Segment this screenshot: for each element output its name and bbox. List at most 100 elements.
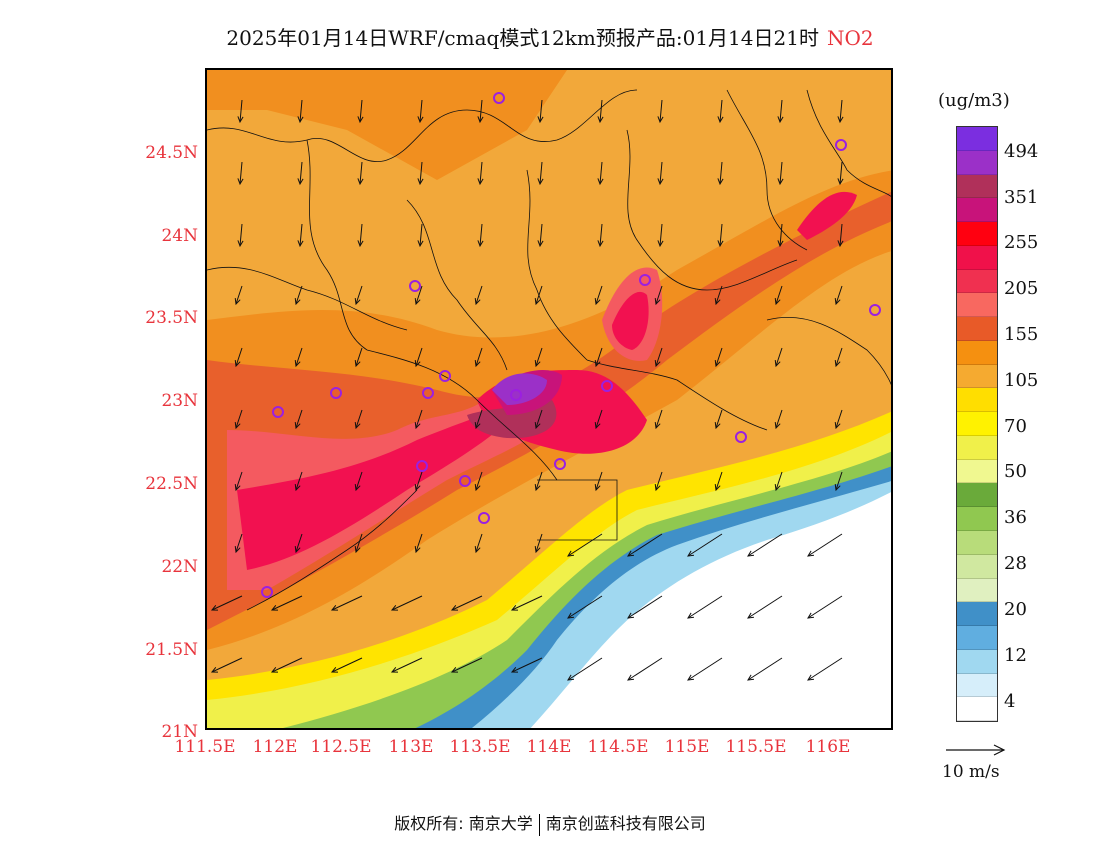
wind-vector-head <box>597 240 604 248</box>
colorbar-segment <box>957 127 997 151</box>
wind-vector <box>595 285 603 305</box>
wind-vector-head <box>237 178 244 186</box>
wind-vector <box>475 409 483 429</box>
lon-label-112e: 112E <box>252 737 298 757</box>
colorbar-segment <box>957 507 997 532</box>
wind-vector <box>535 409 543 429</box>
wind-vector <box>355 533 363 553</box>
wind-vector <box>715 471 723 491</box>
wind-vector <box>687 533 723 557</box>
wind-vector <box>595 471 603 491</box>
wind-vector-head <box>597 178 604 186</box>
title-text: 2025年01月14日WRF/cmaq模式12km预报产品:01月14日21时 <box>226 26 819 50</box>
colorbar-label-255: 255 <box>1004 232 1039 253</box>
wind-vector-head <box>747 550 755 557</box>
wind-vector <box>331 595 363 611</box>
wind-vector-head <box>567 612 575 619</box>
wind-vector-head <box>747 674 755 681</box>
wind-vector-head <box>210 667 219 673</box>
wind-vector <box>779 99 783 123</box>
wind-vector <box>835 285 843 305</box>
wind-vector-head <box>567 550 575 557</box>
wind-vector <box>655 347 663 367</box>
admin-boundaries <box>207 89 891 611</box>
wind-vector-head <box>837 240 844 248</box>
wind-vector-head <box>297 116 304 124</box>
lat-label-23n: 23N <box>161 391 198 411</box>
wind-vector-head <box>474 297 481 306</box>
wind-vector <box>719 99 723 123</box>
wind-vector <box>535 471 543 491</box>
wind-vector <box>775 409 783 429</box>
wind-vector-head <box>357 240 364 248</box>
colorbar-label-20: 20 <box>1004 599 1027 620</box>
wind-vector <box>807 657 843 681</box>
footer-separator <box>538 813 540 836</box>
wind-vector <box>355 409 363 429</box>
wind-vector <box>715 347 723 367</box>
wind-vector-head <box>477 240 484 248</box>
wind-vector-head <box>807 674 815 681</box>
wind-vector <box>687 657 723 681</box>
colorbar-segment <box>957 412 997 436</box>
wind-vector <box>295 471 303 491</box>
wind-vector <box>775 347 783 367</box>
wind-vector-head <box>294 359 301 368</box>
wind-vector <box>659 223 663 247</box>
wind-vector-head <box>474 545 481 554</box>
colorbar-label-70: 70 <box>1004 416 1027 437</box>
wind-vector-head <box>654 359 661 368</box>
wind-vector <box>419 161 423 185</box>
wind-vector <box>475 285 483 305</box>
wind-vector-head <box>357 178 364 186</box>
wind-vector <box>479 99 483 123</box>
wind-vector-head <box>714 297 721 306</box>
wind-vector-head <box>654 421 661 430</box>
wind-vector-head <box>237 240 244 248</box>
wind-vector <box>719 223 723 247</box>
wind-vector-head <box>354 421 361 430</box>
wind-vector <box>451 657 483 673</box>
wind-vector-head <box>534 359 541 368</box>
wind-vector <box>567 533 603 557</box>
wind-vector-head <box>777 178 784 186</box>
wind-vector <box>535 533 543 553</box>
wind-vector-head <box>774 297 781 306</box>
wind-vector <box>775 285 783 305</box>
wind-vector <box>599 99 603 123</box>
wind-vector <box>475 347 483 367</box>
wind-vector-head <box>234 297 241 306</box>
colorbar-segment <box>957 673 997 698</box>
wind-vector <box>627 595 663 619</box>
wind-vector <box>779 223 783 247</box>
colorbar-segment <box>957 483 997 508</box>
wind-vector-head <box>657 240 664 248</box>
wind-vector <box>511 657 543 673</box>
wind-vector-head <box>330 667 339 673</box>
colorbar-segment <box>957 388 997 413</box>
lat-label-21-5n: 21.5N <box>145 640 198 660</box>
wind-vector <box>687 595 723 619</box>
wind-vector-head <box>390 667 399 673</box>
wind-vector <box>539 161 543 185</box>
wind-vector-head <box>234 359 241 368</box>
wind-vector <box>359 223 363 247</box>
colorbar-segment <box>957 340 997 365</box>
lon-label-111-5e: 111.5E <box>174 737 236 757</box>
north-band <box>207 70 567 180</box>
wind-vector-head <box>270 605 279 611</box>
wind-vector-head <box>534 297 541 306</box>
wind-vector <box>355 471 363 491</box>
wind-vector <box>539 223 543 247</box>
lat-label-22-5n: 22.5N <box>145 474 198 494</box>
wind-vector-head <box>414 545 421 554</box>
colorbar-segment <box>957 222 997 246</box>
wind-vector-head <box>567 674 575 681</box>
wind-vector-head <box>687 612 695 619</box>
wind-vector-head <box>834 421 841 430</box>
wind-vector <box>415 471 423 491</box>
wind-vector <box>627 533 663 557</box>
wind-vector <box>211 595 243 611</box>
colorbar-segment <box>957 578 997 603</box>
wind-vector-head <box>654 483 661 492</box>
